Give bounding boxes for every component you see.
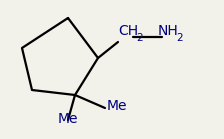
Text: Me: Me	[107, 99, 127, 113]
Text: CH: CH	[118, 24, 138, 38]
Text: 2: 2	[176, 33, 183, 43]
Text: Me: Me	[58, 112, 78, 126]
Text: 2: 2	[136, 33, 143, 43]
Text: NH: NH	[158, 24, 179, 38]
